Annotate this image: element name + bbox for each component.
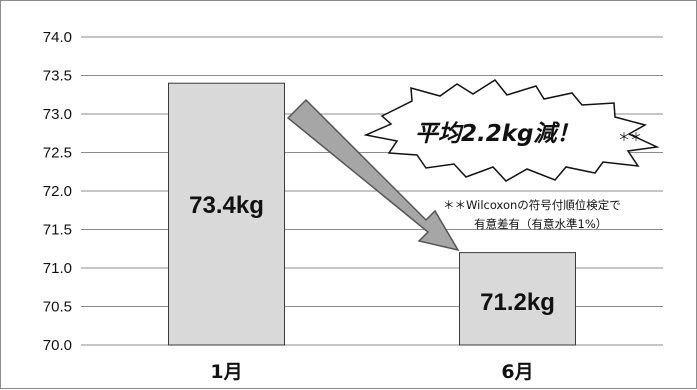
y-tick-label: 72.0 — [43, 183, 72, 200]
x-category-label: 6月 — [501, 361, 533, 383]
significance-note-line2: 有意差有（有意水準1%） — [474, 217, 607, 231]
y-tick-label: 71.5 — [43, 222, 72, 239]
bar-value-label: 71.2kg — [480, 289, 555, 316]
bar-1 — [459, 252, 576, 346]
x-axis-categories: 1月 6月 — [210, 361, 533, 383]
y-tick-label: 72.5 — [43, 145, 72, 162]
decrease-arrow — [286, 98, 460, 252]
bar-value-labels: 73.4kg 71.2kg — [189, 192, 555, 316]
y-tick-label: 70.0 — [43, 337, 72, 354]
burst-asterisks: ＊＊ — [618, 130, 642, 144]
burst-label: 平均2.2kg減！ — [415, 121, 580, 147]
explosion-callout — [363, 79, 660, 182]
y-tick-label: 70.5 — [43, 299, 72, 316]
x-category-label: 1月 — [210, 361, 242, 383]
bar-value-label: 73.4kg — [189, 192, 264, 219]
significance-note-line1: ＊＊Wilcoxonの符号付順位検定で — [443, 198, 621, 212]
y-axis-ticks: 70.0 70.5 71.0 71.5 72.0 72.5 73.0 73.5 74.0 — [43, 29, 72, 354]
y-tick-label: 74.0 — [43, 29, 72, 46]
bar-0 — [168, 82, 285, 346]
y-tick-label: 71.0 — [43, 260, 72, 277]
y-tick-label: 73.0 — [43, 106, 72, 123]
bars — [168, 82, 576, 346]
y-tick-label: 73.5 — [43, 68, 72, 85]
